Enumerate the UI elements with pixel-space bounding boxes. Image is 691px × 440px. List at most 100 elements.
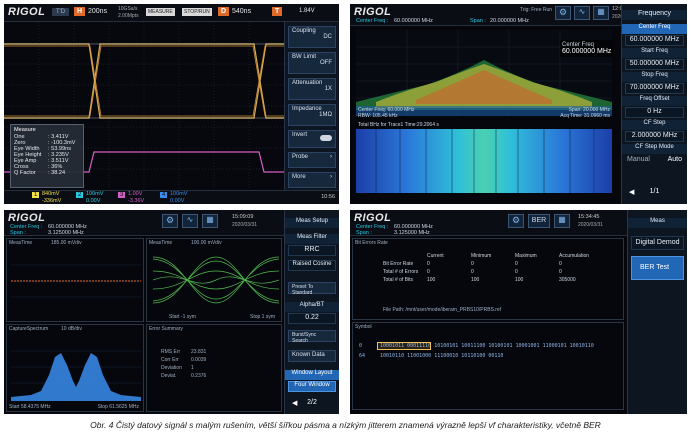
error-summary-window[interactable]: Error Summary RMS Err 23.831 Corr Err 0.00… <box>146 324 282 412</box>
center-freq-value[interactable]: 60.000000 MHz <box>48 224 87 230</box>
alpha-bt-item[interactable]: Alpha/BT <box>285 302 339 312</box>
demod-panel: RIGOL Center Freq : 60.000000 MHz Span :… <box>4 210 339 414</box>
center-freq-menu-value[interactable]: 60.000000 MHz <box>625 35 684 46</box>
settings-icon[interactable]: ⚙ <box>555 6 571 20</box>
impedance-button[interactable]: Impedance 1MΩ <box>288 104 336 126</box>
ch1-scale: 840mV <box>42 191 60 197</box>
span-value[interactable]: 3.125000 MHz <box>394 230 430 236</box>
burst-sync-button[interactable]: Burst/Sync Search <box>288 330 336 344</box>
waveform-icon[interactable]: ∿ <box>182 214 198 228</box>
cf-step-menu-item[interactable]: CF Step <box>622 120 687 130</box>
span-value[interactable]: 20.000000 MHz <box>490 18 529 24</box>
mode-badge[interactable]: T'D <box>52 8 70 16</box>
symbol-index: 64 <box>359 353 366 359</box>
menu-pager[interactable]: ◀ 1/1 <box>625 188 684 200</box>
cell: 0 <box>471 261 474 267</box>
freq-offset-menu-value[interactable]: 0 Hz <box>625 107 684 118</box>
start-freq-menu-value[interactable]: 50.000000 MHz <box>625 59 684 70</box>
error-key: Deviat. <box>161 373 177 379</box>
window-title: MeasTime <box>149 240 173 246</box>
settings-icon[interactable]: ⚙ <box>162 214 178 228</box>
ber-window-title: Bit Errors Rate <box>355 240 388 246</box>
cf-step-mode-menu-item[interactable]: CF Step Mode <box>622 144 687 154</box>
known-data-button[interactable]: Known Data <box>288 350 336 362</box>
settings-icon[interactable]: ⚙ <box>508 214 524 228</box>
symbol-window-title: Symbol <box>355 324 372 330</box>
meas-filter-item[interactable]: Meas Filter <box>285 234 339 244</box>
window-layout-item[interactable]: Window Layout <box>285 370 339 380</box>
delay-value[interactable]: 540ns <box>232 8 252 15</box>
ber-test-item[interactable]: BER Test <box>631 256 684 280</box>
split-view-icon[interactable]: ▦ <box>554 214 570 228</box>
spectrum-footer: Center Freq: 60.000 MHz RBW: 105.45 kHz … <box>358 107 610 121</box>
spectrum-density-red <box>416 70 552 104</box>
cf-step-mode-toggle[interactable]: Manual Auto <box>625 156 684 167</box>
file-path: File Path: /mnt/user/mode/iberam_PRBS10/… <box>383 307 502 313</box>
split-view-icon[interactable]: ▦ <box>593 6 609 20</box>
waveform-icon[interactable]: ∿ <box>574 6 590 20</box>
manual-option[interactable]: Manual <box>627 156 650 163</box>
coupling-button[interactable]: Coupling DC <box>288 26 336 48</box>
stop-freq-menu-item[interactable]: Stop Freq <box>622 72 687 82</box>
symbol-row: 0 10001011 00011110 10100101 10011100 10… <box>359 343 594 349</box>
error-key: Deviation <box>161 365 182 371</box>
row-label: Total # of Bits <box>383 277 414 283</box>
span-label: Span : <box>356 230 372 236</box>
ber-results-window: Bit Errors Rate Current Minimum Maximum … <box>352 238 624 320</box>
trigger-level[interactable]: 1.84V <box>299 8 315 14</box>
oscilloscope-panel: RIGOL T'D H 200ns 10GSa/s 2.00Mpts MEASU… <box>4 4 339 204</box>
bw-limit-button[interactable]: BW Limit OFF <box>288 52 336 74</box>
eye-diagram-window[interactable]: MeasTime 100.00 mVdiv Start -1 sym Stop … <box>146 238 282 322</box>
measure-key: Zero <box>14 140 26 146</box>
probe-label: Probe <box>292 154 309 160</box>
attenuation-value: 1X <box>324 86 332 92</box>
meas-time-window-1[interactable]: MeasTime 185.00 mVdiv <box>6 238 144 322</box>
ch1-offset: -336mV <box>42 198 62 204</box>
error-row: RMS Err 23.831 <box>161 349 206 355</box>
meas-menu: Meas Digital Demod BER Test <box>627 210 687 414</box>
capture-spectrum-window[interactable]: CaptureSpectrum 10 dB/div Start 58.4375 … <box>6 324 144 412</box>
cell: 100 <box>515 277 524 283</box>
window-scale: 100.00 mVdiv <box>191 240 222 246</box>
horizontal-scale[interactable]: 200ns <box>88 8 108 15</box>
center-freq-value[interactable]: 60.000000 MHz <box>394 18 433 24</box>
ber-mode-button[interactable]: BER <box>528 214 550 228</box>
probe-button[interactable]: Probe › <box>288 152 336 168</box>
chevron-left-icon[interactable]: ◀ <box>292 400 298 407</box>
invert-toggle[interactable]: Invert <box>288 130 336 148</box>
auto-option[interactable]: Auto <box>667 156 682 163</box>
cf-step-menu-value[interactable]: 2.000000 MHz <box>625 131 684 142</box>
error-row: Deviation 1 <box>161 365 194 371</box>
chevron-left-icon[interactable]: ◀ <box>629 189 635 196</box>
cell: 0 <box>427 261 430 267</box>
ch3-badge[interactable]: 3 <box>118 192 126 198</box>
start-freq-menu-item[interactable]: Start Freq <box>622 48 687 58</box>
ch4-offset: 0.00V <box>170 198 185 204</box>
center-freq-menu-item[interactable]: Center Freq <box>622 24 687 34</box>
measure-value: 53.99ns <box>51 146 72 152</box>
ch2-badge[interactable]: 2 <box>76 192 84 198</box>
stop-freq-menu-value[interactable]: 70.000000 MHz <box>625 83 684 94</box>
horizontal-label: H <box>74 7 86 16</box>
measure-button[interactable]: MEASURE <box>146 8 175 16</box>
freq-offset-menu-item[interactable]: Freq Offset <box>622 96 687 106</box>
more-button[interactable]: More › <box>288 172 336 188</box>
bw-limit-label: BW Limit <box>292 54 316 60</box>
ch1-badge[interactable]: 1 <box>32 192 40 198</box>
split-view-icon[interactable]: ▦ <box>202 214 218 228</box>
preset-standard-button[interactable]: Preset To Standard <box>288 282 336 296</box>
attenuation-button[interactable]: Attenuation 1X <box>288 78 336 100</box>
digital-demod-item[interactable]: Digital Demod <box>631 236 684 250</box>
center-freq-value[interactable]: 60.000000 MHz <box>394 224 433 230</box>
clock-time: 15:09:09 <box>232 214 254 220</box>
raised-cosine-value[interactable]: Raised Cosine <box>288 260 336 271</box>
menu-pager[interactable]: ◀ 2/2 <box>288 399 336 411</box>
cell: 0 <box>559 269 562 275</box>
span-value[interactable]: 3.125000 MHz <box>48 230 84 236</box>
alpha-bt-value[interactable]: 0.22 <box>288 313 336 324</box>
symbol-bits: 10001011 00011110 10100101 10011100 1010… <box>380 343 594 349</box>
window-layout-value[interactable]: Four Window <box>288 381 336 392</box>
stop-run-button[interactable]: STOP/RUN <box>182 8 212 16</box>
meas-filter-value[interactable]: RRC <box>288 245 336 256</box>
ch4-badge[interactable]: 4 <box>160 192 168 198</box>
